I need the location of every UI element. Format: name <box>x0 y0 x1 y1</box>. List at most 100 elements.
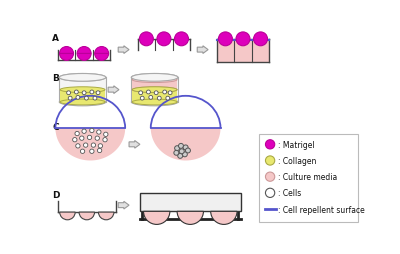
Ellipse shape <box>131 74 178 82</box>
Ellipse shape <box>132 87 177 93</box>
Bar <box>132 80 177 90</box>
Wedge shape <box>95 47 109 54</box>
Circle shape <box>73 138 77 142</box>
Circle shape <box>254 33 268 46</box>
Circle shape <box>175 146 180 151</box>
Ellipse shape <box>131 74 178 82</box>
Text: : Matrigel: : Matrigel <box>278 140 314 149</box>
Wedge shape <box>144 212 170 225</box>
Circle shape <box>139 33 153 46</box>
Bar <box>217 40 269 63</box>
Circle shape <box>186 148 190 153</box>
Ellipse shape <box>60 100 105 105</box>
Circle shape <box>97 130 101 135</box>
Wedge shape <box>77 54 91 61</box>
Bar <box>59 78 106 103</box>
Circle shape <box>68 97 72 101</box>
Circle shape <box>98 144 102 148</box>
Circle shape <box>154 91 158 95</box>
Circle shape <box>266 172 275 182</box>
Circle shape <box>149 96 153 100</box>
Circle shape <box>76 144 80 148</box>
Circle shape <box>183 145 188 150</box>
Circle shape <box>140 97 144 101</box>
Circle shape <box>74 91 78 94</box>
Ellipse shape <box>59 99 106 106</box>
Wedge shape <box>77 47 91 54</box>
Polygon shape <box>108 86 119 94</box>
Ellipse shape <box>60 87 105 93</box>
Circle shape <box>103 138 107 142</box>
Polygon shape <box>56 129 125 161</box>
Circle shape <box>236 33 250 46</box>
Wedge shape <box>79 212 94 220</box>
Circle shape <box>84 143 88 148</box>
Wedge shape <box>60 54 74 61</box>
Bar <box>60 90 105 103</box>
Circle shape <box>182 152 187 157</box>
Ellipse shape <box>59 74 106 82</box>
Circle shape <box>178 144 184 149</box>
Polygon shape <box>129 141 140 149</box>
Circle shape <box>67 91 70 95</box>
Text: : Culture media: : Culture media <box>278 172 337 181</box>
Circle shape <box>90 91 94 94</box>
Circle shape <box>179 149 184 154</box>
Circle shape <box>84 97 88 101</box>
Circle shape <box>266 188 275 198</box>
Circle shape <box>80 136 84 141</box>
Circle shape <box>95 136 100 141</box>
Circle shape <box>104 133 108 137</box>
Circle shape <box>157 97 161 101</box>
Text: A: A <box>52 34 59 43</box>
Circle shape <box>218 33 232 46</box>
Wedge shape <box>211 212 237 225</box>
Circle shape <box>93 97 97 101</box>
Text: : Cells: : Cells <box>278 189 301 198</box>
Circle shape <box>96 91 100 95</box>
Wedge shape <box>60 47 74 54</box>
Ellipse shape <box>132 87 177 93</box>
Text: C: C <box>52 122 59 132</box>
Circle shape <box>98 149 102 153</box>
Text: D: D <box>52 190 60 199</box>
Bar <box>131 78 178 103</box>
Circle shape <box>91 143 96 148</box>
Polygon shape <box>197 46 208 54</box>
Polygon shape <box>151 129 220 161</box>
Circle shape <box>82 91 86 95</box>
Circle shape <box>266 156 275 165</box>
Circle shape <box>157 33 171 46</box>
Ellipse shape <box>59 74 106 82</box>
Wedge shape <box>98 212 114 220</box>
Circle shape <box>90 129 94 133</box>
Text: : Collagen: : Collagen <box>278 156 316 165</box>
Polygon shape <box>118 201 129 209</box>
Circle shape <box>75 132 79 136</box>
Ellipse shape <box>132 77 177 83</box>
Text: B: B <box>52 74 59 83</box>
Wedge shape <box>60 212 75 220</box>
Circle shape <box>139 91 143 95</box>
Circle shape <box>168 91 172 95</box>
Bar <box>140 193 241 212</box>
Bar <box>132 90 177 103</box>
Text: : Cell repellent surface: : Cell repellent surface <box>278 205 365 214</box>
Polygon shape <box>118 46 129 54</box>
Wedge shape <box>95 54 109 61</box>
Circle shape <box>174 151 179 156</box>
Circle shape <box>90 150 94 154</box>
Circle shape <box>266 140 275 149</box>
Circle shape <box>76 96 80 100</box>
Circle shape <box>146 91 150 94</box>
Ellipse shape <box>131 99 178 106</box>
Circle shape <box>174 33 188 46</box>
Circle shape <box>82 130 86 134</box>
Wedge shape <box>177 212 204 225</box>
Circle shape <box>163 91 167 94</box>
Bar <box>259 134 358 222</box>
Circle shape <box>166 97 170 101</box>
Circle shape <box>178 154 183 159</box>
Circle shape <box>87 136 92 140</box>
Circle shape <box>80 150 85 154</box>
